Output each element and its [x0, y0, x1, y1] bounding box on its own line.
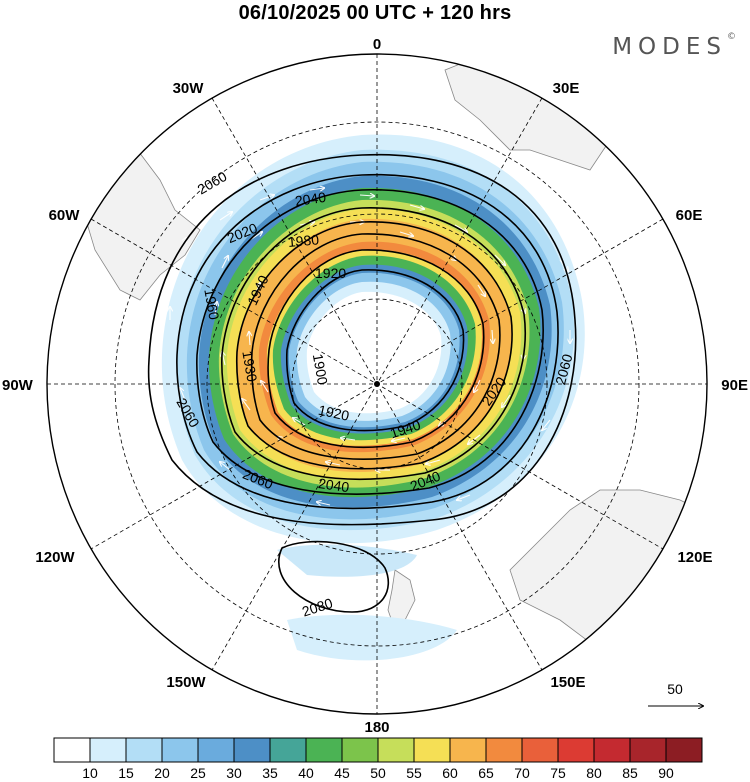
lon-label-90e: 90E	[721, 377, 748, 394]
colorbar-tick-label: 60	[442, 765, 458, 781]
colorbar-tick-label: 80	[586, 765, 602, 781]
colorbar-tick-label: 25	[190, 765, 206, 781]
longitude-labels: 0 180 90W 90E 30W 30E 60W 60E 120W 120E …	[2, 36, 748, 736]
contour-label: 2060	[195, 168, 230, 198]
colorbar-tick-label: 70	[514, 765, 530, 781]
lon-label-150e: 150E	[550, 674, 585, 691]
colorbar-swatch	[341, 737, 379, 763]
colorbar-tick-label: 50	[370, 765, 386, 781]
colorbar-swatch	[89, 737, 127, 763]
reference-vector-label: 50	[667, 681, 683, 697]
colorbar-swatch	[197, 737, 235, 763]
africa-land	[444, 54, 631, 171]
map-title: 06/10/2025 00 UTC + 120 hrs	[238, 2, 512, 24]
south-pole-marker	[374, 381, 380, 387]
colorbar-swatch	[665, 737, 703, 763]
lon-label-180: 180	[364, 719, 389, 736]
colorbar-tick-label: 65	[478, 765, 494, 781]
colorbar-swatch	[233, 737, 271, 763]
lon-label-30w: 30W	[173, 80, 205, 97]
shade-patch-far-south	[287, 614, 457, 661]
colorbar-tick-label: 45	[334, 765, 350, 781]
contour-label: 1930	[239, 350, 260, 384]
contour-label: 1960	[201, 288, 222, 322]
contour-1900	[285, 269, 465, 432]
shade-calm-center	[306, 291, 442, 414]
contour-1920	[267, 249, 485, 449]
contour-label: 1920	[317, 402, 351, 424]
contour-2060	[147, 153, 577, 526]
lon-label-120e: 120E	[677, 549, 712, 566]
contour-label: 2040	[317, 475, 350, 495]
contour-2020	[196, 189, 544, 495]
colorbar-tick-label: 30	[226, 765, 242, 781]
lon-label-120w: 120W	[35, 549, 75, 566]
colorbar-swatch	[125, 737, 163, 763]
lon-label-60w: 60W	[49, 207, 81, 224]
colorbar-swatch	[629, 737, 667, 763]
reference-vector: 50	[648, 681, 703, 706]
colorbar-swatch	[485, 737, 523, 763]
contour-label: 1920	[315, 265, 346, 281]
colorbar-swatch	[449, 737, 487, 763]
wind-speed-shading	[161, 134, 585, 661]
lon-label-30e: 30E	[553, 80, 580, 97]
contour-label: 2060	[552, 352, 576, 386]
contour-2040	[176, 173, 559, 510]
colorbar-swatch	[53, 737, 91, 763]
colorbar-tick-label: 40	[298, 765, 314, 781]
colorbar: 10 15 20 25 30 35 40 45 50 55 60 65 70 75 80 85 90	[53, 737, 703, 781]
colorbar-swatch	[413, 737, 451, 763]
lon-label-0: 0	[373, 36, 381, 53]
lon-label-150w: 150W	[166, 674, 206, 691]
colorbar-tick-label: 20	[154, 765, 170, 781]
brand-mark: ©	[727, 32, 736, 43]
contour-1960	[235, 221, 513, 470]
contour-label: 1900	[310, 353, 331, 387]
colorbar-swatch	[305, 737, 343, 763]
lon-label-90w: 90W	[2, 377, 34, 394]
colorbar-tick-label: 10	[82, 765, 98, 781]
colorbar-tick-label: 35	[262, 765, 278, 781]
contour-2080	[278, 540, 390, 613]
contour-label: 2040	[294, 189, 327, 209]
contour-label: 1980	[287, 231, 320, 250]
colorbar-swatch	[593, 737, 631, 763]
colorbar-swatch	[269, 737, 307, 763]
lon-label-60e: 60E	[676, 207, 703, 224]
colorbar-swatch	[557, 737, 595, 763]
map-boundary	[46, 53, 708, 715]
shade-patch-south	[277, 544, 417, 577]
australia-land	[509, 489, 707, 661]
height-contours	[147, 153, 577, 613]
colorbar-tick-label: 55	[406, 765, 422, 781]
colorbar-tick-label: 90	[658, 765, 674, 781]
colorbar-swatch	[521, 737, 559, 763]
colorbar-swatch	[161, 737, 199, 763]
colorbar-tick-label: 15	[118, 765, 134, 781]
colorbar-tick-label: 75	[550, 765, 566, 781]
contour-1940	[250, 233, 501, 460]
modes-logo: MODES©	[612, 32, 736, 60]
brand-name: MODES	[612, 34, 727, 60]
colorbar-tick-label: 85	[622, 765, 638, 781]
colorbar-swatch	[377, 737, 415, 763]
contour-1980	[221, 207, 526, 480]
